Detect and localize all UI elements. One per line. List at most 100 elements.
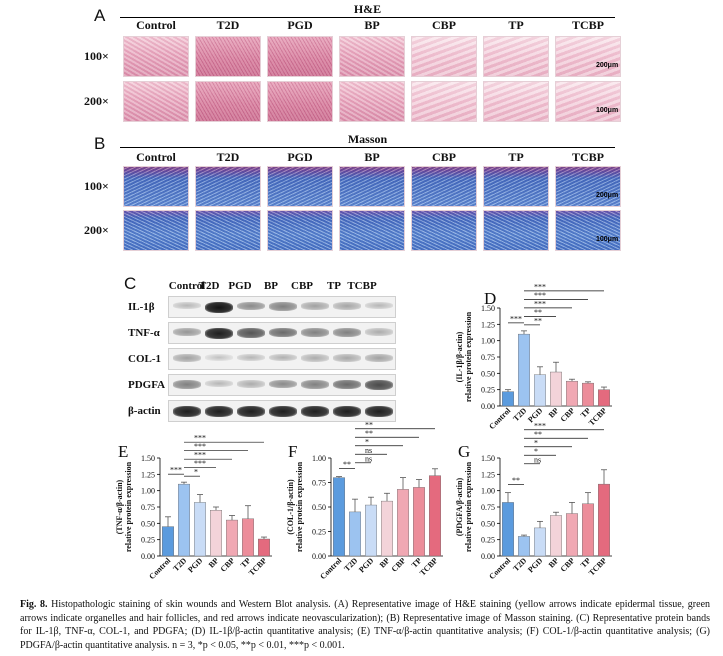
chart-e-x-tick-label: CBP — [219, 556, 237, 574]
chart-g-bar-t2d — [518, 536, 530, 557]
chart-e-y-tick-label: 1.50 — [141, 454, 155, 463]
masson-image-tcbp-200x — [555, 210, 621, 251]
blot-band — [333, 354, 361, 362]
blot-band — [365, 406, 393, 417]
he-image-control-100x — [123, 36, 189, 77]
masson-image-cbp-200x — [411, 210, 477, 251]
blot-band — [365, 380, 393, 390]
he-row-label-200x: 200× — [84, 94, 109, 108]
chart-g-bar-pgd — [534, 527, 546, 557]
blot-band — [333, 380, 361, 389]
blot-lane-header-bp: BP — [263, 280, 279, 292]
blot-band — [205, 380, 233, 388]
he-column-header-tcbp: TCBP — [571, 18, 604, 32]
blot-band — [205, 328, 233, 339]
he-column-header-bp: BP — [364, 18, 380, 32]
chart-f-significance-label: ** — [365, 429, 373, 438]
chart-d-x-tick-label: CBP — [559, 406, 577, 424]
chart-f-bar-cbp — [397, 489, 409, 557]
chart-g-bar-control — [502, 502, 514, 557]
blot-band — [301, 302, 329, 310]
chart-g-y-label-line1: (PDGFA/β-actin) — [455, 478, 464, 537]
chart-f-y-tick-label: 0.25 — [312, 528, 326, 537]
chart-d-y-tick-label: 0.00 — [481, 402, 495, 411]
chart-g-y-label-line2: relative protein expression — [464, 461, 473, 552]
he-column-header-tp: TP — [508, 18, 524, 32]
blot-band — [333, 406, 361, 417]
chart-d-bar-pgd — [534, 374, 546, 407]
chart-d-bar-tp — [582, 382, 594, 407]
blot-band — [301, 354, 329, 362]
chart-g-x-tick-label: PGD — [526, 556, 544, 574]
he-image-cbp-100x — [411, 36, 477, 77]
chart-f-significance-label: ** — [343, 460, 351, 469]
chart-g-significance-label: * — [534, 438, 538, 447]
masson-column-header-cbp: CBP — [432, 150, 456, 164]
chart-g-x-tick-label: T2D — [511, 556, 528, 573]
chart-f-significance-label: ns — [365, 454, 372, 463]
blot-band — [269, 354, 297, 362]
blot-band — [205, 354, 233, 361]
chart-e-x-tick-label: PGD — [186, 556, 204, 574]
he-image-cbp-200x — [411, 81, 477, 122]
chart-f-y-tick-label: 0.50 — [312, 503, 326, 512]
chart-d-bar-control — [502, 391, 514, 407]
he-image-t2d-200x — [195, 81, 261, 122]
chart-d-x-tick-label: TCBP — [587, 406, 609, 428]
masson-scale-bar-label-100x: 200μm — [596, 192, 619, 199]
chart-e-significance-label: *** — [170, 466, 182, 475]
chart-e-bar-bp — [210, 510, 222, 557]
he-image-pgd-100x — [267, 36, 333, 77]
panel-a-title-rule — [120, 17, 615, 18]
masson-image-tp-100x — [483, 166, 549, 207]
he-scale-bar-label-200x: 100μm — [596, 107, 619, 114]
chart-f-bar-t2d — [349, 511, 361, 557]
blot-band — [237, 328, 265, 338]
masson-column-header-pgd: PGD — [287, 150, 313, 164]
panel-f-letter: F — [288, 442, 297, 461]
blot-row-label-4: β-actin — [128, 405, 161, 417]
chart-f-y-tick-label: 0.00 — [312, 552, 326, 561]
blot-lane-header-cbp: CBP — [291, 280, 313, 292]
chart-f-y-tick-label: 1.00 — [312, 454, 326, 463]
he-image-control-200x — [123, 81, 189, 122]
chart-d-y-tick-label: 1.50 — [481, 304, 495, 313]
blot-lane-header-tp: TP — [326, 280, 342, 292]
blot-lane-header-tcbp: TCBP — [347, 280, 377, 292]
masson-column-header-bp: BP — [364, 150, 380, 164]
chart-f-significance-label: ** — [365, 420, 373, 429]
chart-g-y-tick-label: 0.75 — [481, 503, 495, 512]
he-column-header-control: Control — [136, 18, 176, 32]
blot-lane-header-pgd: PGD — [228, 280, 252, 292]
he-image-bp-100x — [339, 36, 405, 77]
chart-e-x-tick-label: TCBP — [247, 556, 269, 578]
blot-band — [365, 302, 393, 310]
chart-f-bar-control — [333, 477, 345, 557]
he-column-header-t2d: T2D — [216, 18, 240, 32]
chart-d-bar-tcbp — [598, 389, 610, 407]
he-image-t2d-100x — [195, 36, 261, 77]
masson-image-pgd-200x — [267, 210, 333, 251]
chart-f-y-label-line2: relative protein expression — [295, 461, 304, 552]
chart-f-significance-label: * — [365, 437, 369, 446]
chart-f-x-tick-label: TCBP — [418, 556, 440, 578]
he-column-header-pgd: PGD — [287, 18, 313, 32]
caption-label: Fig. 8. — [20, 599, 48, 610]
blot-row-label-2: COL-1 — [128, 353, 161, 365]
figure-caption: Fig. 8. Histopathologic staining of skin… — [20, 598, 710, 652]
chart-e-y-tick-label: 0.00 — [141, 552, 155, 561]
chart-f-y-label-line1: (COL-1/β-actin) — [286, 479, 295, 535]
chart-d-y-label-line1: (IL-1β/β-actin) — [455, 331, 464, 382]
chart-e-bar-cbp — [226, 519, 238, 557]
panel-e-letter: E — [118, 442, 128, 461]
panel-b-letter: B — [94, 134, 106, 153]
blot-band — [269, 328, 297, 337]
blot-band — [237, 354, 265, 362]
masson-image-t2d-100x — [195, 166, 261, 207]
chart-f-bar-tp — [413, 487, 425, 557]
chart-d-bar-t2d — [518, 333, 530, 407]
blot-band — [205, 406, 233, 417]
he-image-tcbp-100x — [555, 36, 621, 77]
blot-band — [173, 328, 201, 336]
chart-d-significance-label: ** — [534, 308, 542, 317]
